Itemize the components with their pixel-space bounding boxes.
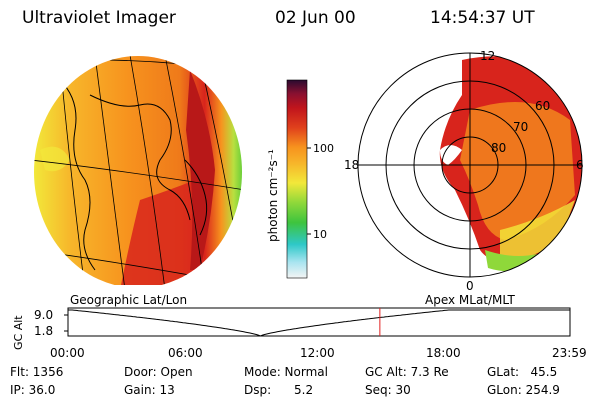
altitude-curve	[68, 309, 570, 337]
right-panel-label: Apex MLat/MLT	[425, 293, 515, 307]
altitude-xtick: 00:00	[50, 346, 85, 360]
mlt-label-0: 0	[466, 279, 474, 293]
colorbar-label: photon cm⁻²s⁻¹	[266, 149, 280, 242]
colorbar-tick-100: 100	[313, 142, 334, 155]
date-label: 02 Jun 00	[275, 8, 356, 28]
polar-plot	[357, 52, 583, 278]
altitude-ytick-high: 9.0	[34, 308, 54, 322]
geographic-image	[34, 56, 242, 285]
altitude-ytick-low: 1.8	[34, 324, 54, 338]
info-seq: Seq: 30	[365, 383, 411, 397]
lat-label-80: 80	[491, 141, 506, 155]
altitude-xtick: 18:00	[426, 346, 461, 360]
altitude-xtick: 23:59	[552, 346, 587, 360]
info-gc-alt: GC Alt: 7.3 Re	[365, 365, 449, 379]
info-glat: GLat: 45.5	[487, 365, 558, 379]
altitude-ylabel: GC Alt	[12, 315, 25, 350]
info-glon: GLon: 254.9	[487, 383, 560, 397]
altitude-plot-frame	[67, 307, 571, 337]
info-dsp: Dsp: 5.2	[244, 383, 314, 397]
lat-label-60: 60	[535, 99, 550, 113]
altitude-xtick: 06:00	[168, 346, 203, 360]
info-gain: Gain: 13	[124, 383, 175, 397]
colorbar	[286, 79, 308, 279]
lat-label-70: 70	[513, 120, 528, 134]
info-ip: IP: 36.0	[10, 383, 56, 397]
mlt-label-18: 18	[344, 158, 359, 172]
colorbar-tick-10: 10	[313, 228, 327, 241]
altitude-xtick: 12:00	[300, 346, 335, 360]
left-panel-label: Geographic Lat/Lon	[70, 293, 188, 307]
info-flight: Flt: 1356	[10, 365, 64, 379]
info-mode: Mode: Normal	[244, 365, 328, 379]
info-door: Door: Open	[124, 365, 193, 379]
time-label: 14:54:37 UT	[430, 8, 535, 28]
app-title: Ultraviolet Imager	[22, 8, 176, 28]
mlt-label-12: 12	[480, 49, 495, 63]
mlt-label-6: 6	[576, 158, 584, 172]
